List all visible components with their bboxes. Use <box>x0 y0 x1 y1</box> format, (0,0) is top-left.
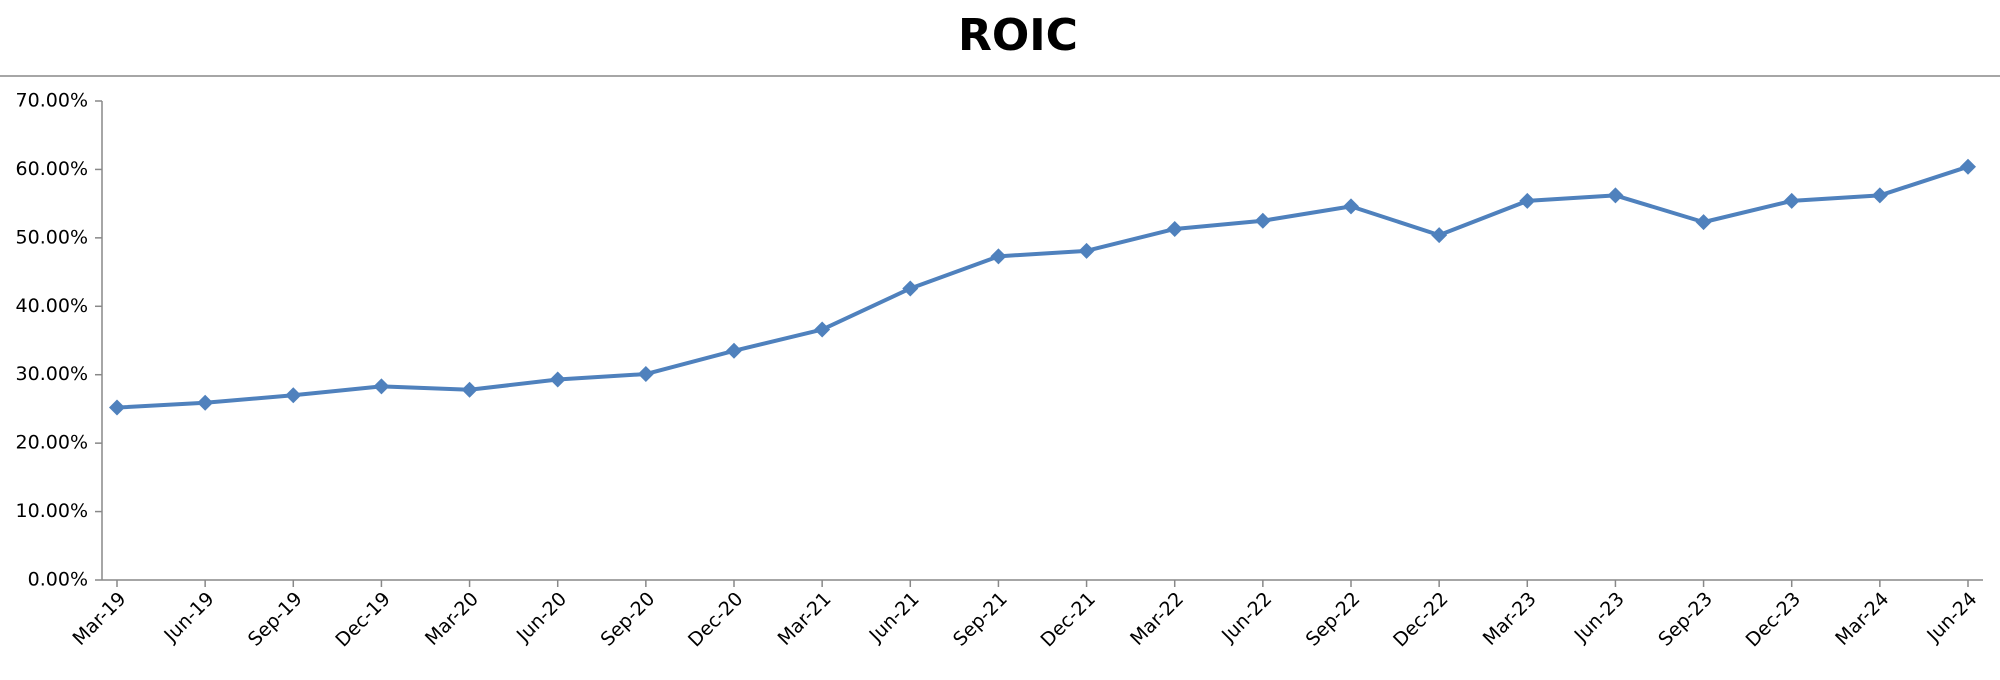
data-point <box>549 371 566 388</box>
y-tick-label: 70.00% <box>16 90 88 112</box>
data-point <box>726 342 742 359</box>
data-point <box>1783 192 1800 209</box>
series-line <box>116 164 1969 410</box>
y-tick-label: 60.00% <box>16 158 88 180</box>
data-point <box>1166 220 1183 237</box>
data-point <box>1431 227 1448 244</box>
data-point <box>1607 187 1624 204</box>
data-point <box>990 248 1007 265</box>
y-tick-label: 30.00% <box>16 363 88 385</box>
data-point <box>1695 214 1712 231</box>
data-point <box>1960 158 1976 175</box>
data-point <box>902 280 919 297</box>
data-point <box>461 381 478 398</box>
data-point <box>1343 198 1359 215</box>
y-tick-label: 10.00% <box>16 500 88 522</box>
data-point <box>373 378 390 395</box>
y-tick-label: 40.00% <box>16 295 88 317</box>
y-tick-label: 0.00% <box>28 569 88 591</box>
data-point <box>109 399 125 416</box>
data-point <box>1871 187 1888 204</box>
chart-title: ROIC <box>958 10 1078 61</box>
data-point <box>285 387 302 404</box>
data-point <box>814 321 831 338</box>
data-point <box>1519 192 1536 209</box>
data-point <box>1254 212 1271 229</box>
data-point <box>637 366 654 383</box>
y-tick-label: 20.00% <box>16 432 88 454</box>
data-point <box>197 394 214 411</box>
data-point <box>1078 242 1095 259</box>
y-tick-label: 50.00% <box>16 226 88 248</box>
